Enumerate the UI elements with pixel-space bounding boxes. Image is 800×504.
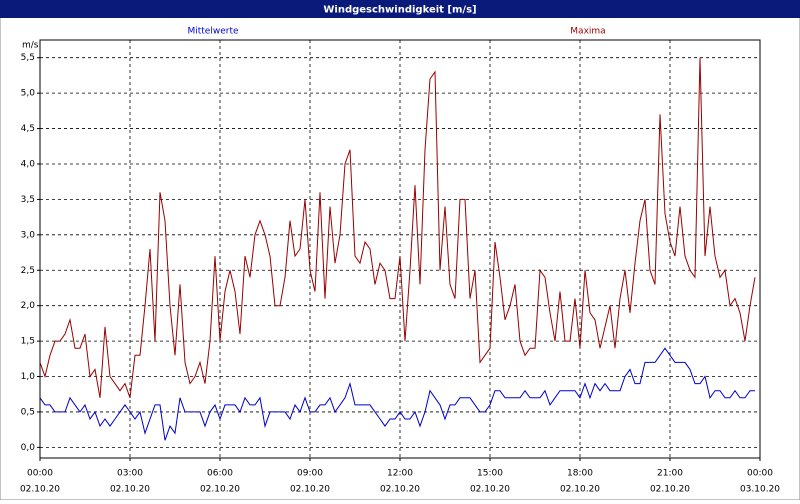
y-tick-label: 0,5 xyxy=(21,407,35,417)
y-tick-label: 5,5 xyxy=(21,53,35,63)
x-tick-date: 02.10.20 xyxy=(470,485,510,495)
y-unit: m/s xyxy=(22,41,39,51)
x-tick-date: 02.10.20 xyxy=(380,485,420,495)
x-tick-date: 02.10.20 xyxy=(110,485,150,495)
x-tick-label: 00:00 xyxy=(747,469,773,479)
x-tick-label: 03:00 xyxy=(117,469,143,479)
y-tick-label: 3,5 xyxy=(21,195,35,205)
x-tick-label: 09:00 xyxy=(297,469,323,479)
x-tick-date: 02.10.20 xyxy=(290,485,330,495)
x-tick-label: 18:00 xyxy=(567,469,593,479)
y-tick-label: 4,0 xyxy=(21,159,36,169)
y-tick-label: 1,5 xyxy=(21,337,35,347)
x-tick-label: 12:00 xyxy=(387,469,413,479)
y-tick-label: 0,0 xyxy=(21,443,36,453)
title-bar xyxy=(0,0,800,18)
chart-title: Windgeschwindigkeit [m/s] xyxy=(323,5,476,16)
data-line xyxy=(39,57,756,398)
legend-entry: Mittelwerte xyxy=(187,27,238,37)
x-tick-label: 00:00 xyxy=(27,469,53,479)
y-tick-label: 2,0 xyxy=(21,301,36,311)
y-tick-label: 5,0 xyxy=(21,89,36,99)
x-tick-date: 02.10.20 xyxy=(20,485,60,495)
y-tick-label: 3,0 xyxy=(21,230,36,240)
y-tick-label: 4,5 xyxy=(21,124,35,134)
x-tick-label: 21:00 xyxy=(657,469,683,479)
x-tick-date: 02.10.20 xyxy=(650,485,690,495)
x-tick-date: 02.10.20 xyxy=(560,485,600,495)
data-line xyxy=(39,347,755,441)
x-tick-label: 06:00 xyxy=(207,469,233,479)
y-tick-label: 1,0 xyxy=(21,372,36,382)
y-tick-label: 2,5 xyxy=(21,266,35,276)
x-tick-label: 15:00 xyxy=(477,469,503,479)
legend-entry: Maxima xyxy=(570,27,605,37)
x-tick-date: 02.10.20 xyxy=(200,485,240,495)
x-tick-date: 03.10.20 xyxy=(740,485,780,495)
